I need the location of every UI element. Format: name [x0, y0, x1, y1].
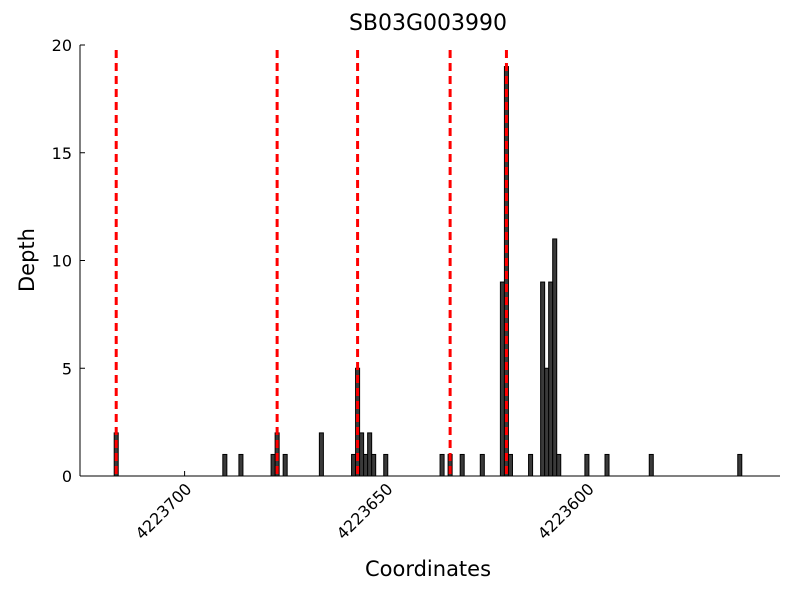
bar	[648, 453, 654, 477]
bar	[479, 453, 485, 477]
chart-title: SB03G003990	[349, 11, 507, 36]
bar	[604, 453, 610, 477]
bar	[318, 432, 324, 477]
bar	[552, 238, 558, 477]
bar	[507, 453, 513, 477]
y-tick-label: 20	[52, 36, 72, 55]
bar	[528, 453, 534, 477]
x-tick-label: 4223600	[534, 479, 598, 543]
x-axis-label: Coordinates	[365, 557, 491, 581]
bar	[499, 281, 505, 477]
bar	[548, 281, 554, 477]
x-tick-label: 4223700	[132, 479, 196, 543]
y-tick-label: 0	[62, 467, 72, 486]
bar	[584, 453, 590, 477]
y-tick-label: 5	[62, 359, 72, 378]
bar	[439, 453, 445, 477]
y-tick-label: 10	[52, 252, 72, 271]
bar	[359, 432, 365, 477]
bar	[540, 281, 546, 477]
bar	[363, 453, 369, 477]
bar	[282, 453, 288, 477]
bar	[371, 453, 377, 477]
bar	[222, 453, 228, 477]
bar	[459, 453, 465, 477]
bar	[556, 453, 562, 477]
bar	[737, 453, 743, 477]
bar	[238, 453, 244, 477]
bar	[351, 453, 357, 477]
x-tick-label: 4223650	[333, 479, 397, 543]
bar	[367, 432, 373, 477]
bar	[270, 453, 276, 477]
bar	[383, 453, 389, 477]
y-tick-label: 15	[52, 144, 72, 163]
y-axis-label: Depth	[15, 228, 39, 292]
bar	[544, 367, 550, 477]
